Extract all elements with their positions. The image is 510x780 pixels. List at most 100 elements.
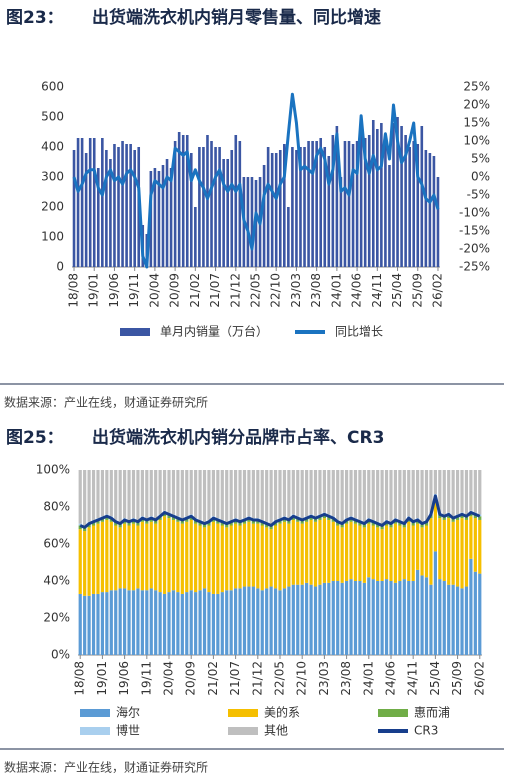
bar-segment [91, 521, 96, 526]
bar-segment [313, 586, 318, 655]
bar-segment [225, 523, 229, 528]
bar-segment [180, 593, 184, 655]
bar-segment [234, 588, 238, 655]
bar [388, 165, 391, 267]
bar-segment [202, 527, 207, 589]
bar-segment [78, 470, 82, 524]
bar-segment [260, 521, 264, 526]
bar-segment [429, 470, 433, 513]
bar-segment [429, 518, 433, 585]
bar [436, 177, 440, 267]
x-tick-label: 22/05 [273, 661, 287, 696]
bar-segment [433, 470, 437, 495]
bar-segment [349, 521, 353, 580]
bar-segment [140, 521, 144, 591]
y2-tick-label: -20% [459, 242, 490, 256]
bar-segment [118, 588, 122, 655]
bar-segment [211, 521, 216, 594]
bar-segment [238, 588, 242, 655]
bar-segment [91, 525, 96, 594]
bar-segment [167, 514, 171, 519]
legend-swatch [228, 709, 258, 717]
y-tick-label: 0% [51, 648, 70, 662]
bar [88, 138, 92, 267]
bar-segment [393, 582, 398, 655]
bar-segment [367, 470, 371, 519]
bar-segment [216, 519, 220, 524]
bar-segment [318, 519, 322, 585]
bar [105, 150, 108, 267]
bar-segment [313, 470, 318, 517]
bar-segment [407, 470, 411, 517]
bar-segment [176, 518, 180, 522]
bar-segment [207, 521, 211, 526]
bar [250, 177, 254, 267]
bar-segment [296, 470, 300, 517]
bar-segment [198, 525, 202, 591]
bar-segment [260, 590, 264, 655]
bar-segment [265, 470, 269, 522]
bar-segment [247, 521, 251, 587]
bar-segment [127, 470, 131, 520]
bar-segment [353, 581, 358, 655]
bar-segment [278, 590, 282, 655]
bar-segment [318, 516, 322, 520]
bar-segment [478, 516, 482, 520]
bar [121, 141, 124, 267]
bar-segment [100, 518, 105, 522]
bar-segment [371, 579, 375, 655]
bar-segment [149, 518, 153, 522]
bar [283, 144, 286, 267]
chart-title: 出货端洗衣机内销分品牌市占率、CR3 [92, 427, 384, 448]
bar-segment [114, 470, 118, 520]
bar-segment [455, 586, 460, 655]
bar-segment [344, 581, 349, 655]
bar-segment [305, 518, 309, 522]
bar-segment [140, 470, 144, 517]
bar-segment [136, 588, 140, 655]
bar-segment [114, 590, 118, 655]
x-tick-label: 18/08 [73, 661, 87, 696]
bar-segment [469, 516, 473, 559]
bar-segment [442, 519, 446, 581]
bar-segment [300, 470, 304, 519]
bar-segment [247, 518, 251, 522]
bar-segment [171, 516, 176, 520]
bar-segment [229, 525, 233, 591]
y2-tick-label: 15% [463, 116, 490, 130]
bar [424, 150, 428, 267]
bar-segment [478, 519, 482, 574]
bar-segment [429, 584, 433, 655]
bar-segment [473, 571, 477, 655]
bar-segment [478, 573, 482, 655]
bar-segment [287, 470, 291, 519]
bar [408, 147, 411, 267]
x-tick-label: 24/01 [329, 273, 343, 308]
bar-segment [358, 521, 362, 526]
bar-segment [300, 519, 304, 524]
bar [218, 147, 221, 267]
x-tick-label: 24/01 [361, 661, 375, 696]
legend-swatch [378, 709, 408, 717]
bar-segment [327, 470, 331, 515]
bar-segment [180, 519, 184, 524]
y-tick-label: 20% [43, 611, 70, 625]
bar-segment [358, 581, 362, 655]
y-tick-label: 60% [43, 537, 70, 551]
bar-segment [447, 470, 451, 513]
bar-segment [455, 470, 460, 515]
bar-segment [265, 523, 269, 528]
bar-segment [158, 519, 162, 593]
bar-segment [296, 521, 300, 585]
bar-segment [384, 525, 389, 580]
x-tick-label: 19/01 [87, 273, 101, 308]
y-tick-label: 200 [41, 200, 64, 214]
x-tick-label: 21/12 [228, 273, 242, 308]
bar-segment [100, 521, 105, 593]
bar-segment [438, 579, 442, 655]
bar-segment [451, 584, 455, 655]
bar-segment [340, 582, 344, 655]
bar-segment [327, 516, 331, 520]
x-tick-label: 25/09 [410, 273, 424, 308]
